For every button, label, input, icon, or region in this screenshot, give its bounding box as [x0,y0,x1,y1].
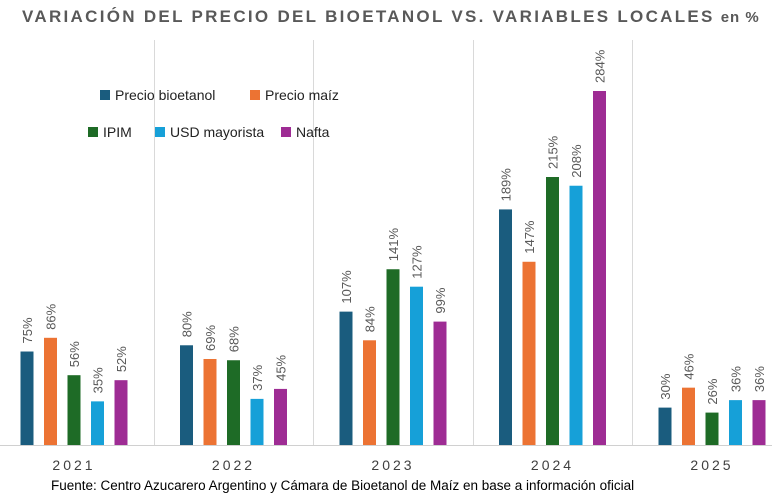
legend-swatch [88,127,98,137]
bar-2025-2 [705,412,719,445]
bar-2022-4 [274,388,287,445]
data-label: 86% [44,303,59,329]
legend-item-4: Nafta [281,124,329,140]
source-note: Fuente: Centro Azucarero Argentino y Cám… [51,478,635,493]
bar-2021-4 [114,380,128,445]
bar-2023-3 [410,286,423,445]
chart-title: VARIACIÓN DEL PRECIO DEL BIOETANOL VS. V… [22,7,760,27]
bar-2022-0 [180,345,193,445]
bar-2023-0 [339,311,353,445]
bar-2021-2 [67,375,81,445]
bar-2024-0 [499,209,512,445]
title-text: VARIACIÓN DEL PRECIO DEL BIOETANOL VS. V… [22,7,715,26]
data-label: 284% [593,49,608,83]
data-label: 189% [499,168,514,202]
data-label: 46% [682,353,697,379]
data-label: 45% [274,354,289,380]
data-label: 84% [363,306,378,332]
unit-label: en % [720,9,760,26]
bar-2023-4 [433,321,447,445]
x-tick-label: 2022 [212,457,255,473]
legend-label: Precio maíz [265,87,339,103]
data-label: 35% [91,367,106,393]
bar-2025-0 [658,407,672,445]
legend-label: USD mayorista [170,124,265,140]
data-label: 127% [410,245,425,279]
legend-label: Precio bioetanol [115,87,216,103]
data-label: 36% [729,366,744,392]
legend-swatch [250,90,260,100]
bar-2023-2 [386,269,400,445]
legend-swatch [281,127,291,137]
data-label: 107% [339,270,354,304]
legend-item-0: Precio bioetanol [100,87,215,103]
bar-2024-1 [522,261,536,445]
bar-2023-1 [363,340,376,445]
data-label: 80% [180,311,195,337]
bar-2024-4 [593,91,606,445]
bar-2025-3 [729,400,742,445]
data-label: 215% [546,135,561,169]
legend-swatch [155,127,165,137]
bar-2024-3 [569,185,583,445]
data-label: 69% [203,325,218,351]
data-label: 147% [522,220,537,254]
legend-label: Nafta [296,124,330,140]
bar-2021-1 [44,337,57,445]
data-label: 37% [250,364,265,390]
data-label: 75% [20,317,35,343]
data-label: 208% [569,144,584,178]
bar-2021-3 [91,401,104,445]
x-tick-label: 2023 [371,457,414,473]
bar-2025-4 [752,400,766,445]
legend-label: IPIM [103,124,132,140]
legend-item-2: IPIM [88,124,132,140]
bar-2022-1 [203,358,217,445]
x-tick-label: 2025 [690,457,733,473]
data-label: 141% [386,228,401,262]
legend-swatch [100,90,110,100]
bar-2022-2 [227,360,240,445]
x-tick-label: 2021 [52,457,95,473]
data-label: 56% [67,341,82,367]
bar-2024-2 [546,177,559,445]
bar-2022-3 [250,398,264,445]
data-label: 36% [752,366,767,392]
data-label: 68% [227,326,242,352]
legend-item-1: Precio maíz [250,87,339,103]
data-label: 26% [705,378,720,404]
bar-2021-0 [20,351,34,445]
data-label: 99% [433,287,448,313]
data-label: 52% [114,346,129,372]
legend-item-3: USD mayorista [155,124,264,140]
bar-2025-1 [682,387,695,445]
x-tick-label: 2024 [531,457,574,473]
data-label: 30% [658,373,673,399]
